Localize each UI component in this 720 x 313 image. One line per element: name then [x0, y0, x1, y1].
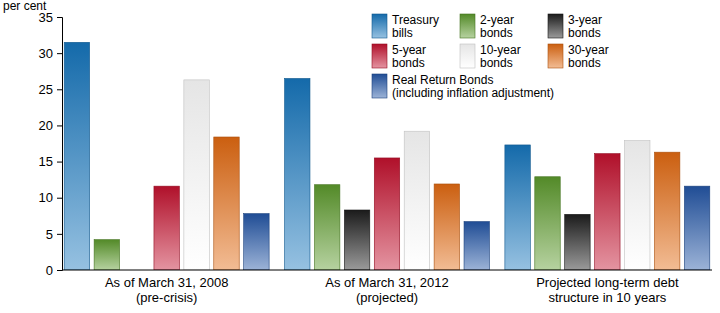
legend-item: 30-yearbonds: [548, 43, 609, 70]
bar: [94, 240, 119, 270]
x-tick: As of March 31, 2012(projected): [325, 270, 449, 305]
y-tick: 10: [39, 190, 62, 205]
legend-item: Treasurybills: [372, 13, 439, 40]
bar: [684, 186, 709, 270]
y-tick-label: 0: [46, 263, 53, 278]
legend-item: 5-yearbonds: [372, 43, 426, 70]
legend-swatch: [372, 44, 387, 68]
chart: 05101520253035As of March 31, 2008(pre-c…: [0, 0, 720, 313]
legend-swatch: [548, 44, 563, 68]
y-axis: 05101520253035: [39, 10, 63, 278]
legend-swatch: [460, 14, 475, 38]
bars: [64, 42, 710, 270]
legend-label: 3-yearbonds: [568, 13, 602, 40]
y-tick-label: 20: [39, 118, 53, 133]
x-tick-label: As of March 31, 2008(pre-crisis): [105, 275, 229, 305]
y-tick-mark: [57, 234, 62, 235]
legend-item: Real Return Bonds(including inflation ad…: [372, 73, 554, 100]
legend: Treasurybills 2-yearbonds 3-yearbonds 5-yea…: [372, 13, 609, 100]
y-tick-label: 5: [46, 227, 53, 242]
bar: [404, 131, 429, 270]
x-axis: As of March 31, 2008(pre-crisis) As of Ma…: [62, 270, 712, 305]
y-tick-mark: [57, 17, 62, 18]
legend-swatch: [372, 74, 387, 98]
bar: [344, 210, 369, 270]
x-tick: Projected long-term debtstructure in 10 …: [536, 270, 679, 305]
bar: [625, 141, 650, 270]
legend-item: 3-yearbonds: [548, 13, 602, 40]
y-axis-line: [57, 18, 63, 271]
y-tick-label: 30: [39, 46, 53, 61]
legend-swatch: [460, 44, 475, 68]
bar: [314, 185, 339, 270]
x-axis-line: [62, 270, 712, 271]
legend-swatch: [548, 14, 563, 38]
y-tick-label: 10: [39, 190, 53, 205]
bar: [285, 78, 310, 270]
y-tick-mark: [57, 270, 62, 271]
legend-label: 30-yearbonds: [568, 43, 609, 70]
bar: [214, 137, 239, 270]
y-tick: 15: [39, 154, 62, 169]
y-tick-label: 15: [39, 154, 53, 169]
legend-item: 2-yearbonds: [460, 13, 514, 40]
y-tick-label: 25: [39, 82, 53, 97]
x-tick: As of March 31, 2008(pre-crisis): [105, 270, 229, 305]
y-tick-mark: [57, 89, 62, 90]
legend-label: Treasurybills: [392, 13, 439, 40]
bar: [374, 158, 399, 270]
bar: [464, 222, 489, 270]
y-tick-mark: [57, 53, 62, 54]
y-axis-label: per cent: [3, 0, 47, 13]
x-tick-label: Projected long-term debtstructure in 10 …: [536, 275, 679, 305]
legend-label: 2-yearbonds: [480, 13, 514, 40]
y-tick-mark: [57, 125, 62, 126]
bar: [244, 214, 269, 270]
y-tick: 30: [39, 46, 62, 61]
y-tick: 20: [39, 118, 62, 133]
y-tick-mark: [57, 162, 62, 163]
legend-item: 10-yearbonds: [460, 43, 521, 70]
y-tick: 0: [46, 263, 62, 278]
legend-label: 10-yearbonds: [480, 43, 521, 70]
legend-label: 5-yearbonds: [392, 43, 426, 70]
bar: [184, 80, 209, 270]
bar: [434, 184, 459, 270]
bar: [535, 177, 560, 270]
y-tick-mark: [57, 198, 62, 199]
y-tick: 25: [39, 82, 62, 97]
bar: [565, 214, 590, 270]
bar: [505, 145, 530, 270]
legend-label: Real Return Bonds(including inflation ad…: [392, 73, 554, 100]
legend-swatch: [372, 14, 387, 38]
y-tick: 5: [46, 227, 62, 242]
bar: [64, 42, 89, 270]
bar: [595, 154, 620, 270]
bar: [654, 152, 679, 270]
bar: [154, 186, 179, 270]
x-tick-label: As of March 31, 2012(projected): [325, 275, 449, 305]
